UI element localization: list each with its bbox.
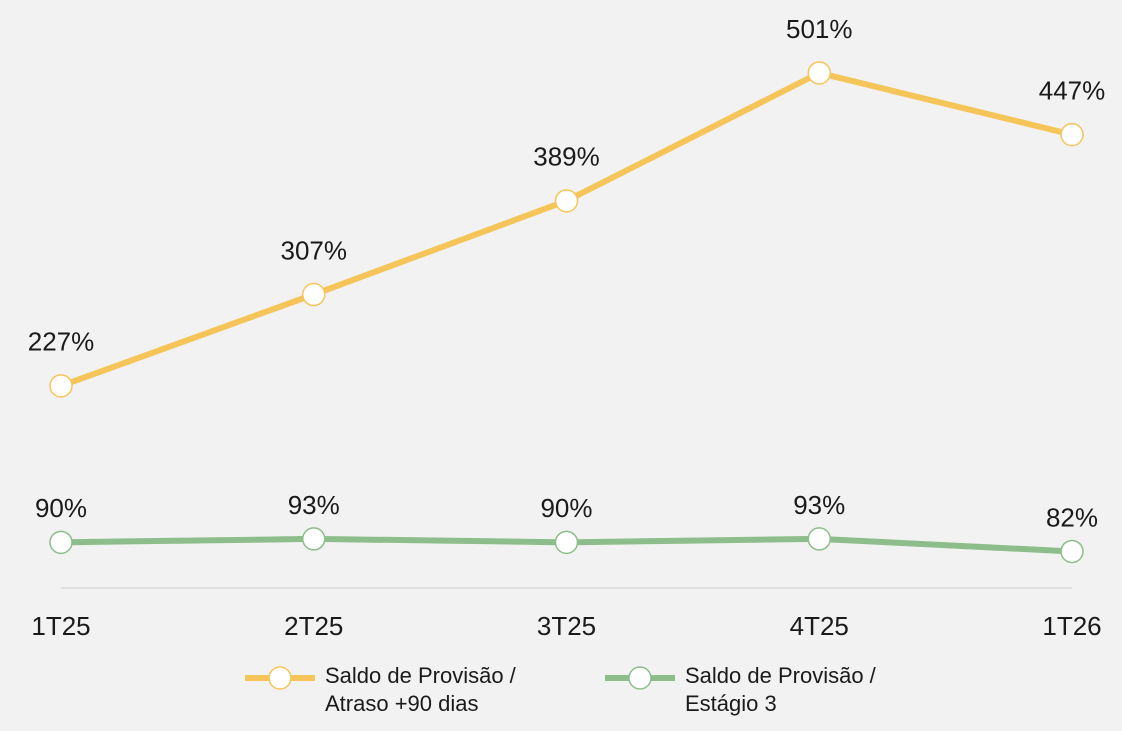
point: [49, 374, 73, 398]
legend-marker: [628, 666, 652, 690]
legend-marker: [268, 666, 292, 690]
legend-label: Saldo de Provisão / Estágio 3: [685, 663, 876, 716]
x-tick-label: 4T25: [790, 611, 849, 641]
point: [302, 282, 326, 307]
point: [807, 61, 831, 85]
point: [1060, 539, 1084, 564]
x-tick-label: 1T25: [31, 611, 90, 641]
data-label: 447%: [1039, 76, 1106, 106]
point: [807, 527, 831, 551]
x-tick-label: 2T25: [284, 611, 343, 641]
point: [49, 530, 73, 555]
x-tick-label: 1T26: [1042, 611, 1101, 641]
x-tick-label: 3T25: [537, 611, 596, 641]
legend-label: Saldo de Provisão / Atraso +90 dias: [325, 663, 516, 716]
point: [554, 189, 579, 213]
data-label: 93%: [288, 490, 340, 520]
data-label: 93%: [793, 490, 845, 520]
data-label: 90%: [540, 493, 592, 523]
data-label: 90%: [35, 493, 87, 523]
point: [302, 527, 326, 551]
data-label: 227%: [28, 327, 95, 357]
point: [554, 530, 579, 555]
series-line: [59, 69, 1073, 389]
data-label: 501%: [786, 14, 853, 44]
data-label: 82%: [1046, 502, 1098, 532]
point: [1060, 122, 1084, 147]
data-label: 307%: [281, 235, 348, 265]
data-label: 389%: [533, 142, 600, 172]
